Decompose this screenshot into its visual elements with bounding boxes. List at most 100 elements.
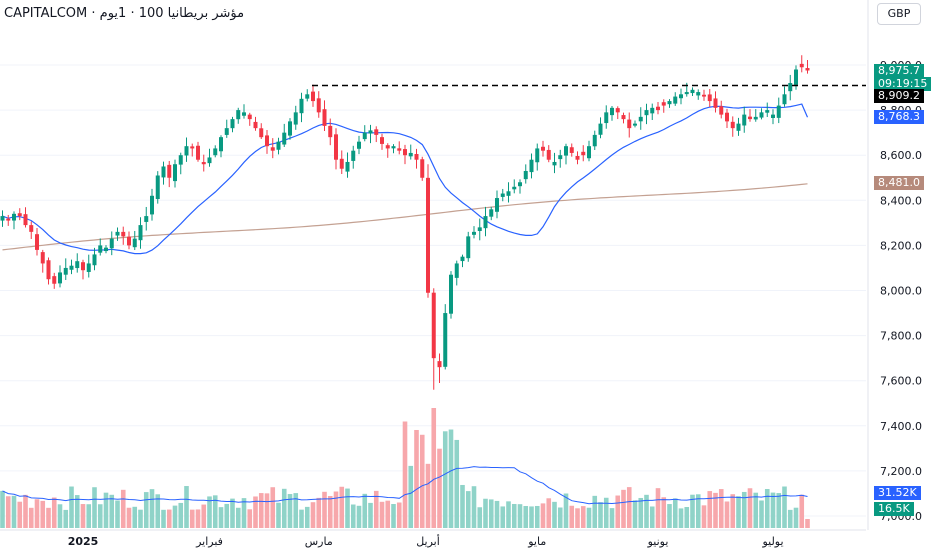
volume-bar	[287, 494, 293, 528]
volume-bar	[322, 491, 327, 528]
volume-bar	[776, 493, 782, 528]
candle-body	[293, 112, 298, 125]
volume-bar	[46, 507, 51, 528]
candle-body	[299, 98, 304, 114]
x-tick-label: 2025	[68, 535, 99, 548]
candle-body	[759, 112, 764, 118]
volume-bar	[477, 507, 483, 528]
volume-bar	[667, 504, 672, 528]
volume-bar	[379, 501, 385, 528]
candle-body	[748, 116, 752, 120]
volume-bar	[598, 502, 603, 528]
candle-body	[500, 193, 505, 197]
volume-bar	[690, 494, 695, 528]
volume-bar	[414, 429, 419, 528]
volume-bar	[529, 506, 534, 528]
candle-body	[615, 108, 620, 113]
volume-bar	[184, 486, 189, 528]
volume-bar	[373, 490, 379, 528]
candle-body	[506, 191, 511, 196]
volume-bar	[626, 487, 632, 528]
candle-body	[483, 216, 488, 229]
candle-body	[167, 164, 172, 178]
volume-bar	[586, 507, 592, 528]
candle-body	[627, 119, 632, 129]
candle-body	[684, 92, 689, 95]
volume-bar	[212, 495, 218, 528]
volume-ma-path	[2, 466, 808, 505]
candle-body	[776, 105, 781, 118]
candle-body	[98, 245, 103, 253]
candle-body	[426, 177, 430, 293]
volume-bar	[138, 509, 143, 528]
y-tick-label: 7,400.0	[880, 420, 922, 433]
candle-body	[771, 114, 775, 118]
volume-bar	[63, 509, 69, 528]
price-axis[interactable]: 7,000.07,200.07,400.07,600.07,800.08,000…	[880, 59, 922, 523]
candle-body	[552, 161, 557, 166]
volume-bar	[488, 499, 494, 528]
candle-body	[449, 274, 453, 314]
candle-body	[477, 227, 482, 232]
volume-bar	[23, 494, 28, 528]
candle-body	[81, 262, 85, 271]
candle-body	[46, 260, 51, 280]
y-tick-label: 8,400.0	[880, 194, 922, 207]
candlesticks[interactable]	[0, 55, 810, 390]
candle-body	[610, 107, 614, 116]
volume-bar	[172, 505, 178, 528]
candle-body	[316, 98, 321, 113]
candle-body	[679, 94, 683, 99]
volume-bar	[0, 490, 5, 528]
volume-bar	[51, 497, 57, 528]
candle-body	[253, 121, 258, 129]
candle-body	[431, 292, 436, 359]
volume-bar	[40, 500, 46, 528]
candle-body	[270, 147, 275, 151]
volume-bar	[97, 504, 103, 528]
volume-bar	[224, 503, 230, 528]
candle-body	[362, 132, 367, 140]
volume-bar	[575, 508, 580, 528]
candle-body	[368, 130, 373, 134]
candle-body	[604, 112, 609, 124]
candle-body	[788, 83, 793, 92]
candle-body	[535, 148, 540, 163]
volume-bar	[465, 491, 471, 528]
candle-body	[127, 236, 131, 246]
candle-body	[345, 161, 350, 172]
level-price-tag: 8,909.2	[874, 89, 924, 103]
volume-bar	[500, 506, 506, 528]
candle-body	[115, 231, 120, 236]
candle-body	[58, 272, 62, 284]
x-tick-label: مايو	[527, 535, 546, 548]
volume-bar	[166, 509, 172, 528]
volume-bar	[764, 489, 770, 528]
volume-bar	[511, 503, 517, 528]
currency-button[interactable]: GBP	[877, 3, 921, 25]
volume-bar	[310, 502, 316, 528]
candle-body	[86, 263, 91, 272]
candle-body	[408, 152, 413, 157]
time-axis[interactable]: 2025 فبراير مارس أبريل مايو يونيو يوليو	[0, 0, 869, 548]
volume-bar	[552, 501, 557, 528]
volume-bar	[195, 509, 201, 528]
candle-body	[518, 182, 522, 187]
volume-bar	[649, 506, 655, 528]
candle-body	[155, 175, 160, 200]
last-price-tag: 8,975.7	[874, 64, 924, 78]
volume-bar	[540, 503, 546, 528]
candle-body	[569, 147, 574, 153]
volume-bar	[580, 506, 586, 528]
volume-bar	[707, 491, 713, 528]
candle-body	[380, 137, 384, 144]
candle-body	[707, 94, 712, 102]
volume-bar	[695, 494, 701, 528]
volume-bar	[747, 488, 753, 528]
candle-body	[305, 94, 310, 99]
candle-body	[753, 116, 758, 120]
chart-title: CAPITALCOM · مؤشر بريطانيا 100 · 1يوم	[4, 6, 245, 21]
volume-bar	[264, 493, 270, 528]
candle-body	[23, 214, 28, 226]
